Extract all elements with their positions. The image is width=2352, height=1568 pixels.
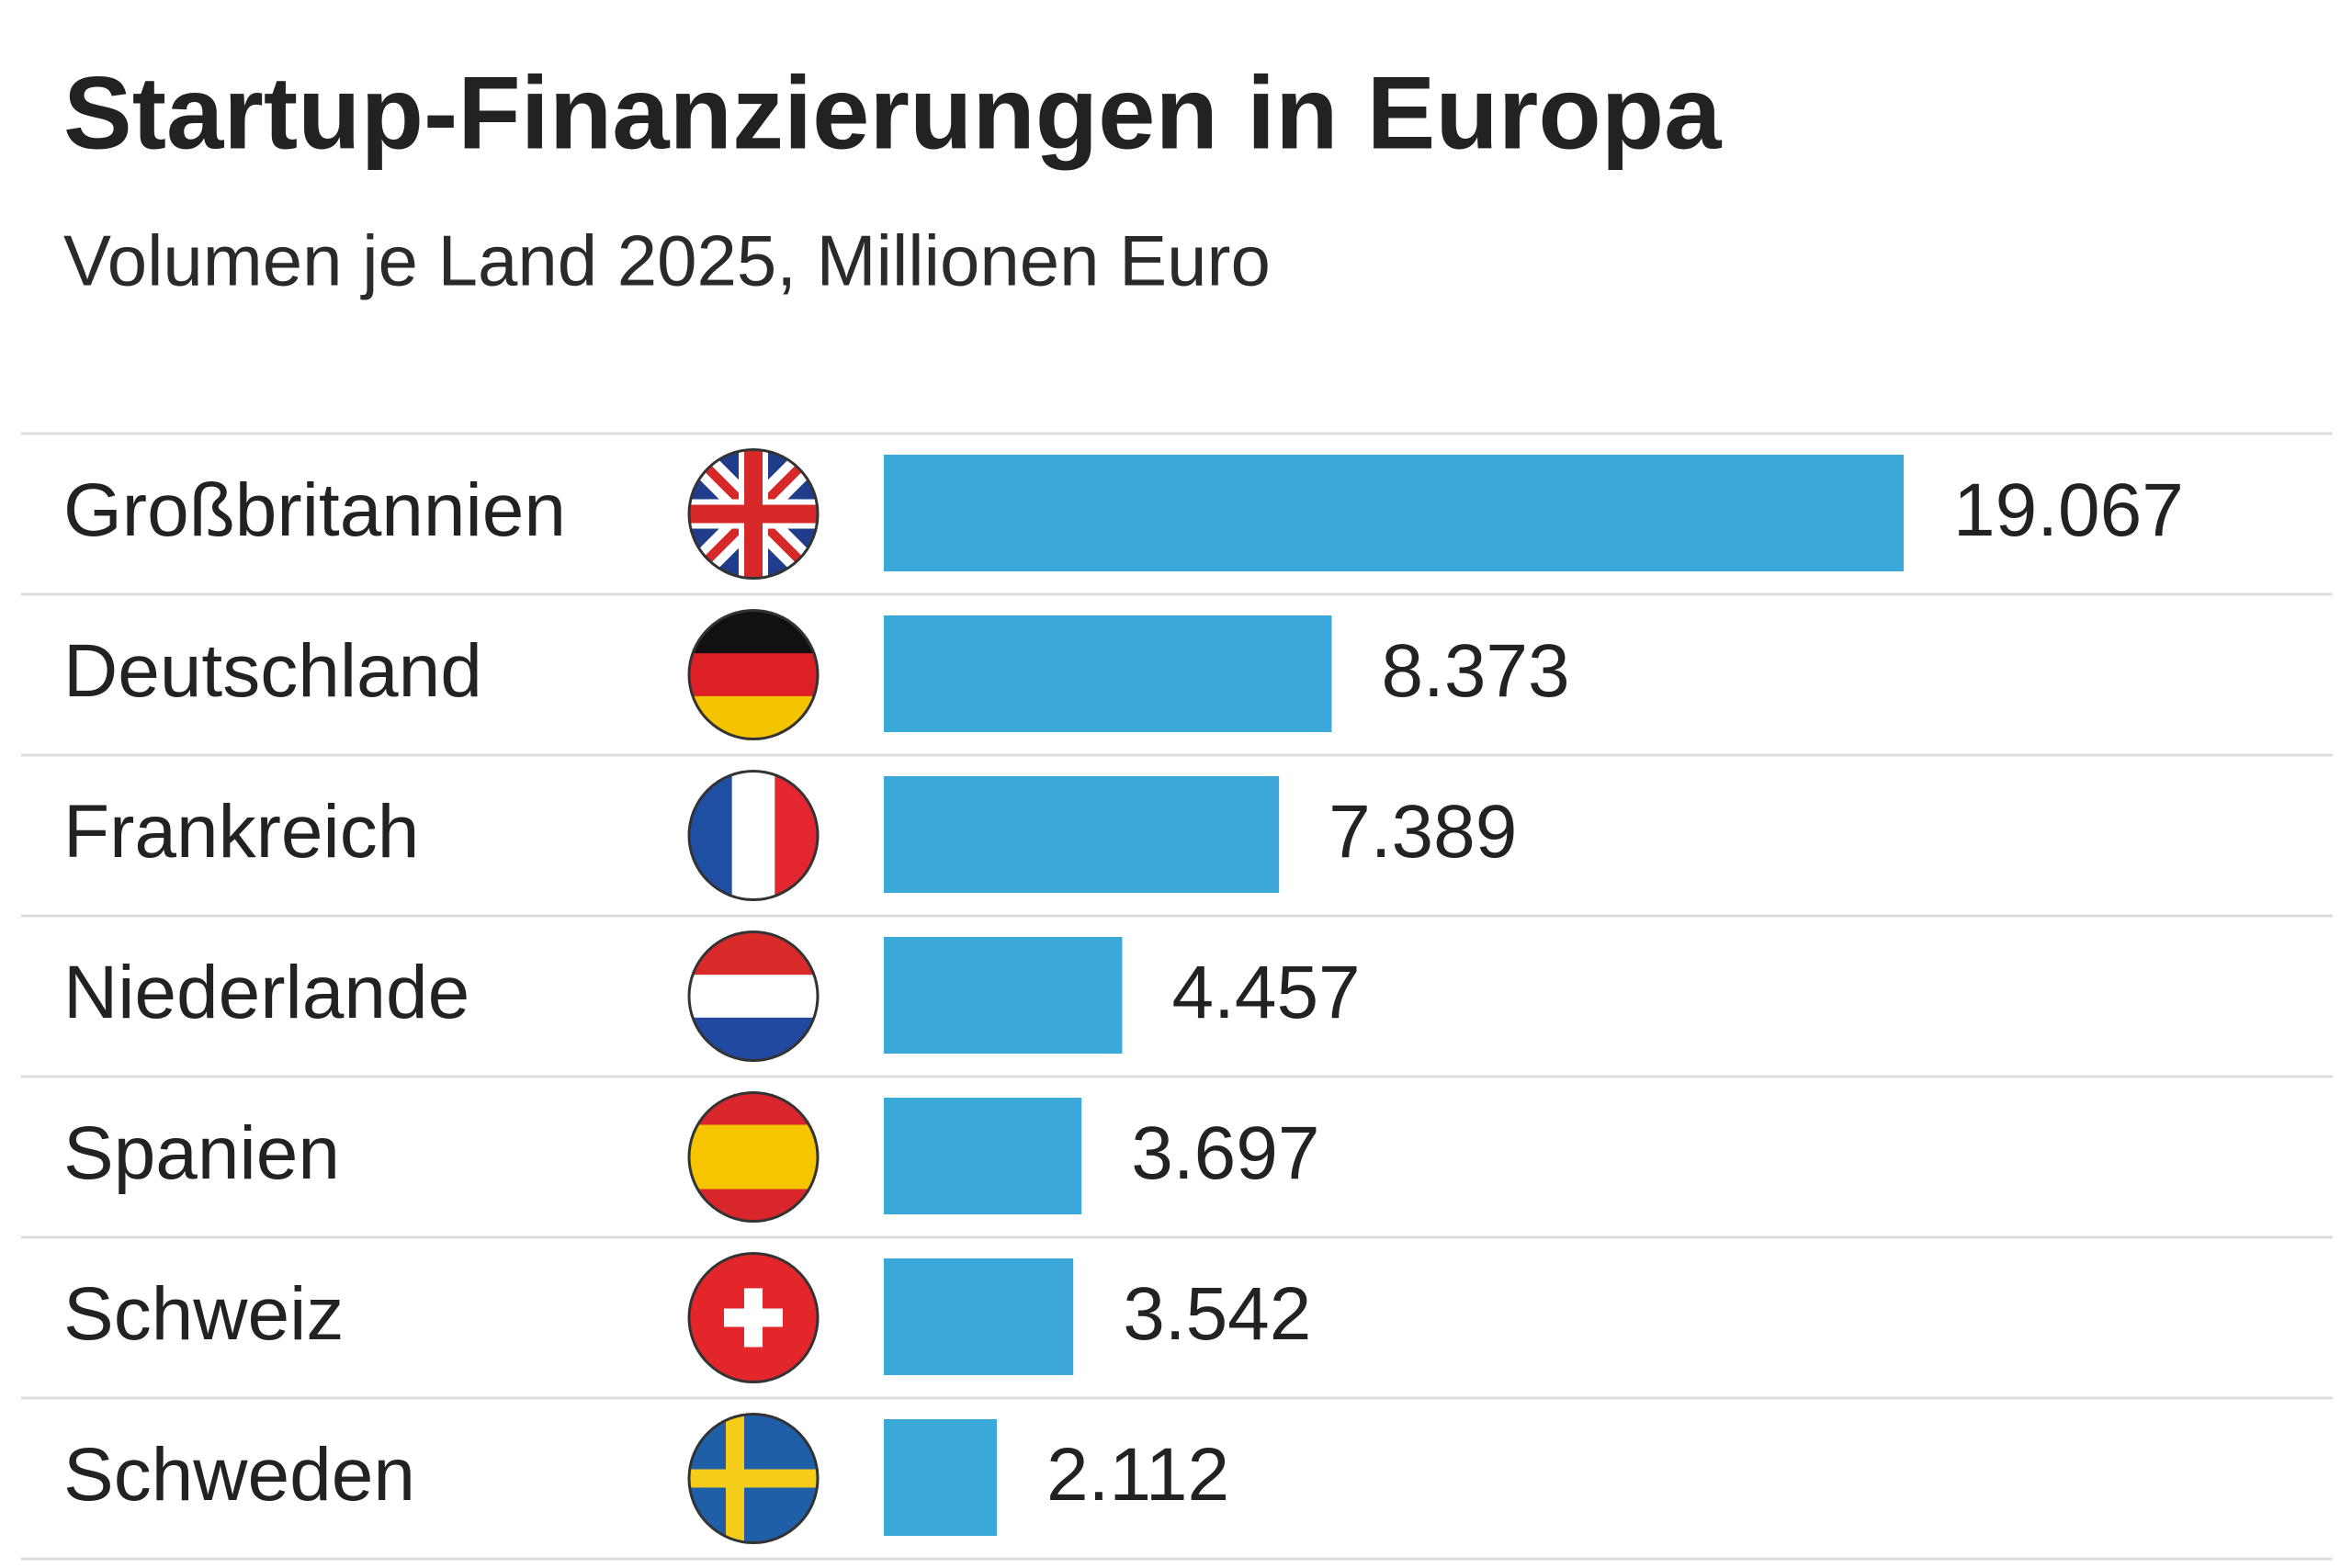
value-label: 8.373 — [1381, 629, 1569, 713]
flag-part — [726, 1414, 744, 1543]
flag-part — [689, 771, 733, 900]
category-label: Schweiz — [63, 1272, 344, 1356]
bar — [884, 937, 1123, 1054]
category-label: Schweden — [63, 1433, 415, 1517]
category-label: Niederlande — [63, 951, 469, 1034]
bar — [884, 615, 1332, 732]
category-label: Spanien — [63, 1111, 340, 1195]
flag-part — [689, 931, 818, 976]
value-label: 3.542 — [1123, 1272, 1311, 1356]
flag-part — [689, 653, 818, 697]
category-label: Großbritannien — [63, 468, 566, 552]
chart-subtitle: Volumen je Land 2025, Millionen Euro — [63, 220, 1271, 301]
flag-part — [744, 449, 763, 579]
flag-outline — [687, 770, 820, 901]
flag-part — [775, 771, 818, 900]
flag — [689, 1253, 818, 1382]
flag-outline — [687, 448, 820, 580]
flag-part — [689, 1017, 818, 1061]
flag-part — [689, 610, 818, 655]
value-label: 3.697 — [1131, 1111, 1319, 1195]
flag-outline — [687, 931, 820, 1062]
bar — [884, 1098, 1082, 1214]
flag — [689, 449, 818, 579]
flag-outline — [687, 1413, 820, 1544]
flag-part — [689, 695, 818, 739]
category-label: Frankreich — [63, 790, 419, 874]
value-label: 19.067 — [1953, 468, 2184, 552]
value-label: 2.112 — [1046, 1433, 1229, 1517]
value-label: 4.457 — [1171, 951, 1360, 1034]
flag — [689, 1092, 818, 1222]
flag-part — [689, 1469, 818, 1488]
chart-title: Startup-Finanzierungen in Europa — [63, 56, 1722, 171]
bar — [884, 1258, 1074, 1375]
flag — [689, 1414, 818, 1543]
value-label: 7.389 — [1329, 790, 1517, 874]
flag-part — [744, 1288, 763, 1348]
category-label: Deutschland — [63, 629, 482, 713]
bar — [884, 455, 1904, 571]
flag-outline — [687, 1252, 820, 1383]
flag-part — [689, 1124, 818, 1190]
flag-part — [689, 975, 818, 1019]
flag-part — [731, 771, 776, 900]
flag-outline — [687, 609, 820, 740]
bar — [884, 776, 1280, 893]
bar — [884, 1419, 997, 1536]
flag-outline — [687, 1091, 820, 1223]
